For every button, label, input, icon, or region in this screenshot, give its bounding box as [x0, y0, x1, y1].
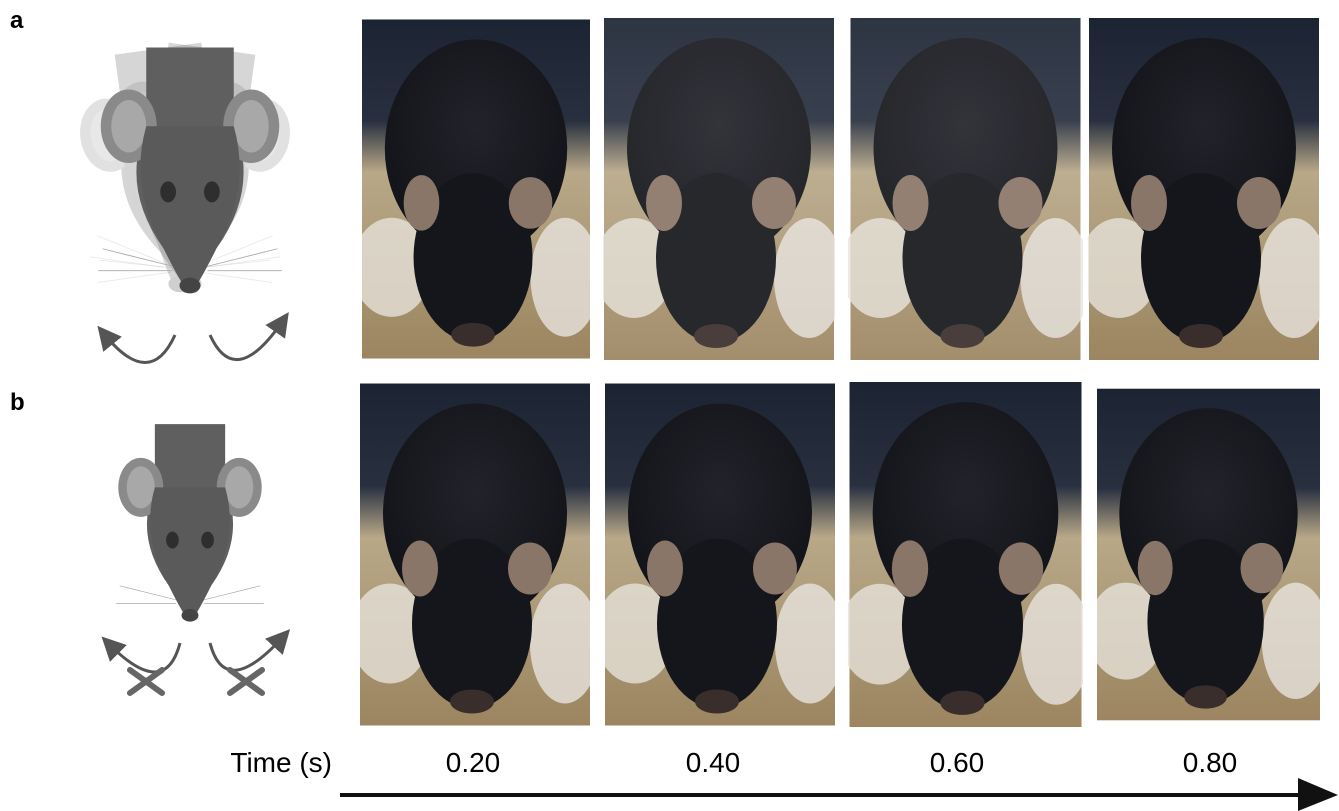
page: {"panels":[{"label":"a"},{"label":"b"}],… — [0, 0, 1339, 811]
photo-row — [352, 18, 1329, 360]
photo — [594, 18, 844, 360]
panel-label: a — [10, 7, 24, 34]
time-label: 0.60 — [930, 747, 985, 778]
time-label: 0.40 — [686, 747, 741, 778]
axis-label: Time (s) — [230, 747, 332, 778]
mouse-illustration — [67, 36, 303, 363]
time-label: 0.20 — [446, 747, 501, 778]
time-arrow — [340, 778, 1338, 811]
photo — [841, 18, 1091, 360]
photo — [1079, 18, 1329, 360]
photo — [1087, 389, 1329, 721]
photo — [839, 382, 1091, 727]
photo — [595, 384, 845, 726]
figure: a b Time (s) 0.20 0.40 0.60 0.80 — [0, 0, 1339, 811]
panel-label: b — [10, 389, 25, 416]
time-label: 0.80 — [1183, 747, 1238, 778]
photo — [350, 384, 600, 726]
mouse-illustration — [110, 424, 282, 693]
photo — [352, 19, 600, 358]
photo-row — [350, 382, 1330, 727]
